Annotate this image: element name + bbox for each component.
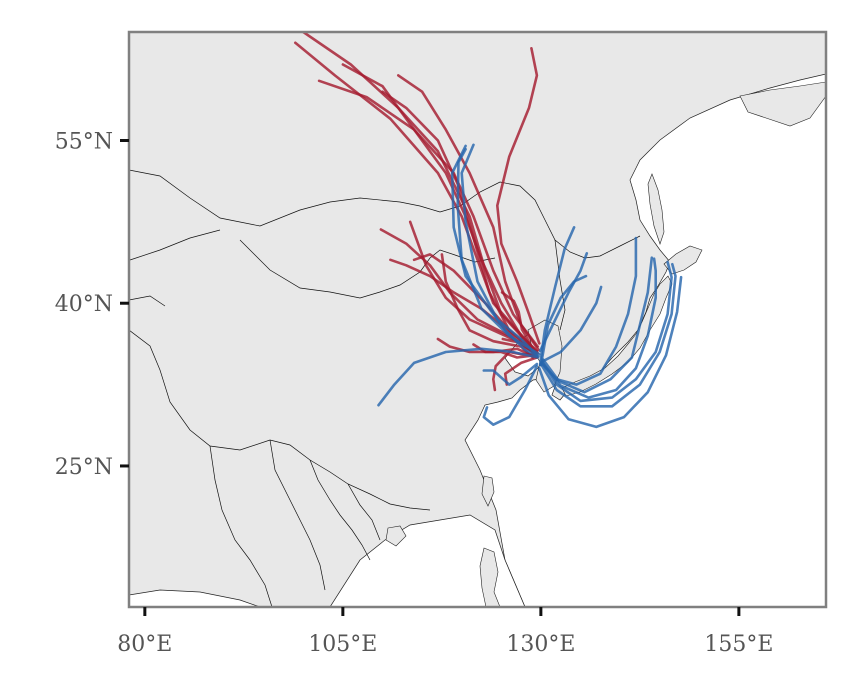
- hainan-landmass: [385, 525, 407, 547]
- taiwan-landmass: [481, 475, 495, 507]
- trajectory-line: [540, 257, 657, 399]
- trajectory-line: [538, 275, 683, 429]
- lon-tick-label: 130°E: [506, 632, 575, 657]
- trajectory-line: [482, 362, 539, 386]
- trajectory-line: [503, 356, 539, 386]
- trajectory-line: [496, 47, 541, 345]
- trajectory-line: [541, 260, 673, 403]
- trajectory-line: [500, 291, 538, 357]
- trajectory-line: [456, 147, 541, 356]
- trajectory-line: [482, 364, 539, 426]
- lon-tick-label: 80°E: [117, 632, 172, 657]
- luzon-landmass: [479, 547, 501, 607]
- kamchatka-landmass: [739, 81, 826, 127]
- trajectory-line: [541, 256, 654, 394]
- trajectory-line: [539, 236, 638, 386]
- trajectory-line: [460, 143, 539, 357]
- lat-tick-label: 25°N: [55, 455, 113, 480]
- map-frame: [127, 30, 828, 609]
- lon-tick-label: 105°E: [308, 632, 377, 657]
- lon-tick-label: 155°E: [704, 632, 773, 657]
- sakhalin-landmass: [647, 173, 665, 245]
- trajectory-line: [377, 347, 539, 407]
- trajectory-line: [436, 337, 539, 359]
- lat-tick-label: 55°N: [55, 129, 113, 154]
- sea-area: [129, 589, 261, 607]
- trajectory-line: [540, 285, 603, 364]
- trajectory-line: [539, 262, 677, 408]
- sea-area: [329, 514, 526, 607]
- trajectory-line: [538, 226, 576, 367]
- trajectory-line: [538, 252, 589, 353]
- trajectory-line: [450, 144, 540, 358]
- trajectory-line: [539, 274, 588, 367]
- lat-tick-label: 40°N: [55, 292, 113, 317]
